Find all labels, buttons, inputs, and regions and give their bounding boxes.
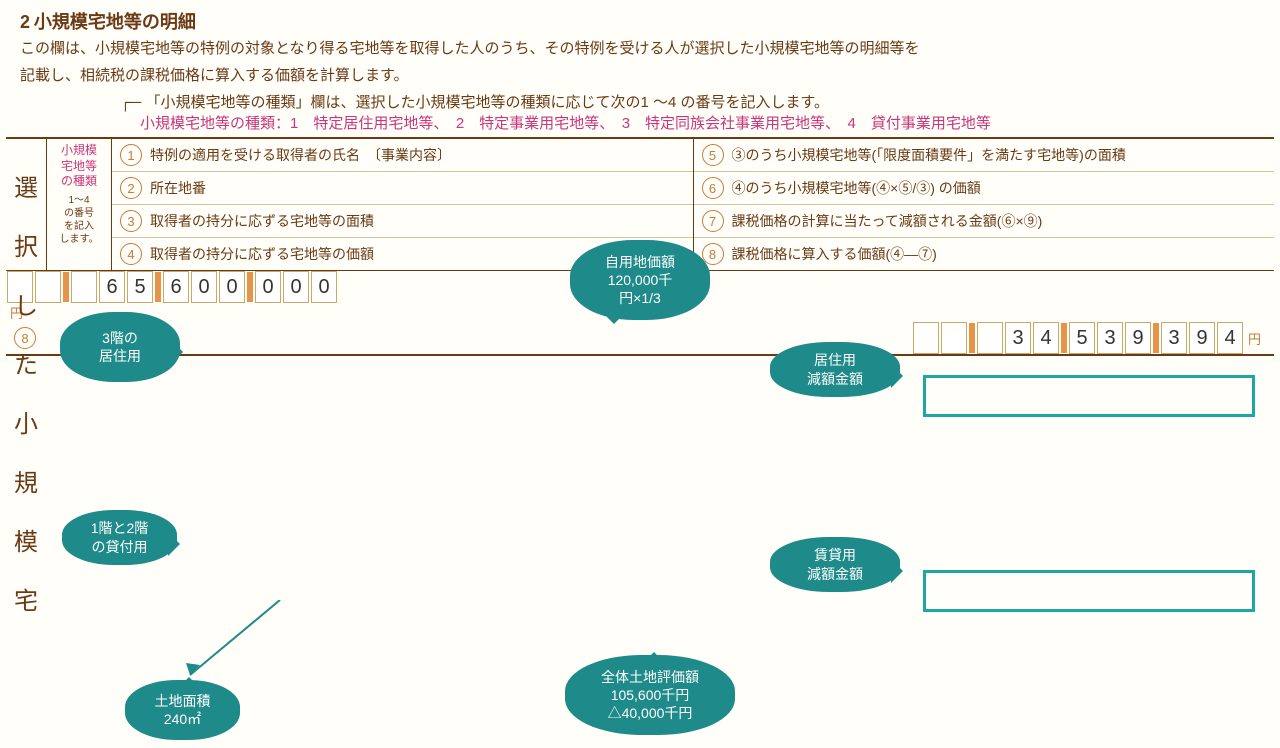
bubble-ownuse: 自用地価額120,000千円×1/3: [570, 240, 710, 320]
bubble-resid-deduct: 居住用減額金額: [770, 342, 900, 397]
bubble-floor3: 3階の居住用: [60, 312, 180, 382]
highlight-resid: [923, 375, 1255, 417]
tax-form-page: 2 小規模宅地等の明細 この欄は、小規模宅地等の特例の対象となり得る宅地等を取得…: [0, 0, 1280, 748]
section-title: 小規模宅地等の明細: [34, 12, 196, 32]
desc-line1: この欄は、小規模宅地等の特例の対象となり得る宅地等を取得した人のうち、その特例を…: [20, 38, 1260, 61]
side-chars: 選択した小規模宅: [14, 168, 38, 616]
bubble-land-area: 土地面積240㎡: [125, 680, 240, 740]
highlight-rent: [923, 570, 1255, 612]
section-number: 2: [20, 12, 30, 32]
header: 2 小規模宅地等の明細 この欄は、小規模宅地等の特例の対象となり得る宅地等を取得…: [0, 0, 1280, 137]
bubble-floor12: 1階と2階の貸付用: [62, 510, 177, 565]
bubble-total-val: 全体土地評価額105,600千円△40,000千円: [565, 655, 735, 735]
types-line: 小規模宅地等の種類：1 特定居住用宅地等、 2 特定事業用宅地等、 3 特定同族…: [140, 112, 1260, 133]
type-column-header: 小規模 宅地等 の種類 1～4 の番号 を記入 します。: [47, 139, 112, 270]
desc-line2: 記載し、相続税の課税価格に算入する価額を計算します。: [20, 65, 1260, 88]
bubble-rent-deduct: 賃貸用減額金額: [770, 537, 900, 592]
defs-right: 5③のうち小規模宅地等(「限度面積要件」を満たす宅地等)の面積6④のうち小規模宅…: [694, 139, 1275, 270]
note-line: ┌─ 「小規模宅地等の種類」欄は、選択した小規模宅地等の種類に応じて次の1 ～4…: [120, 91, 1260, 112]
